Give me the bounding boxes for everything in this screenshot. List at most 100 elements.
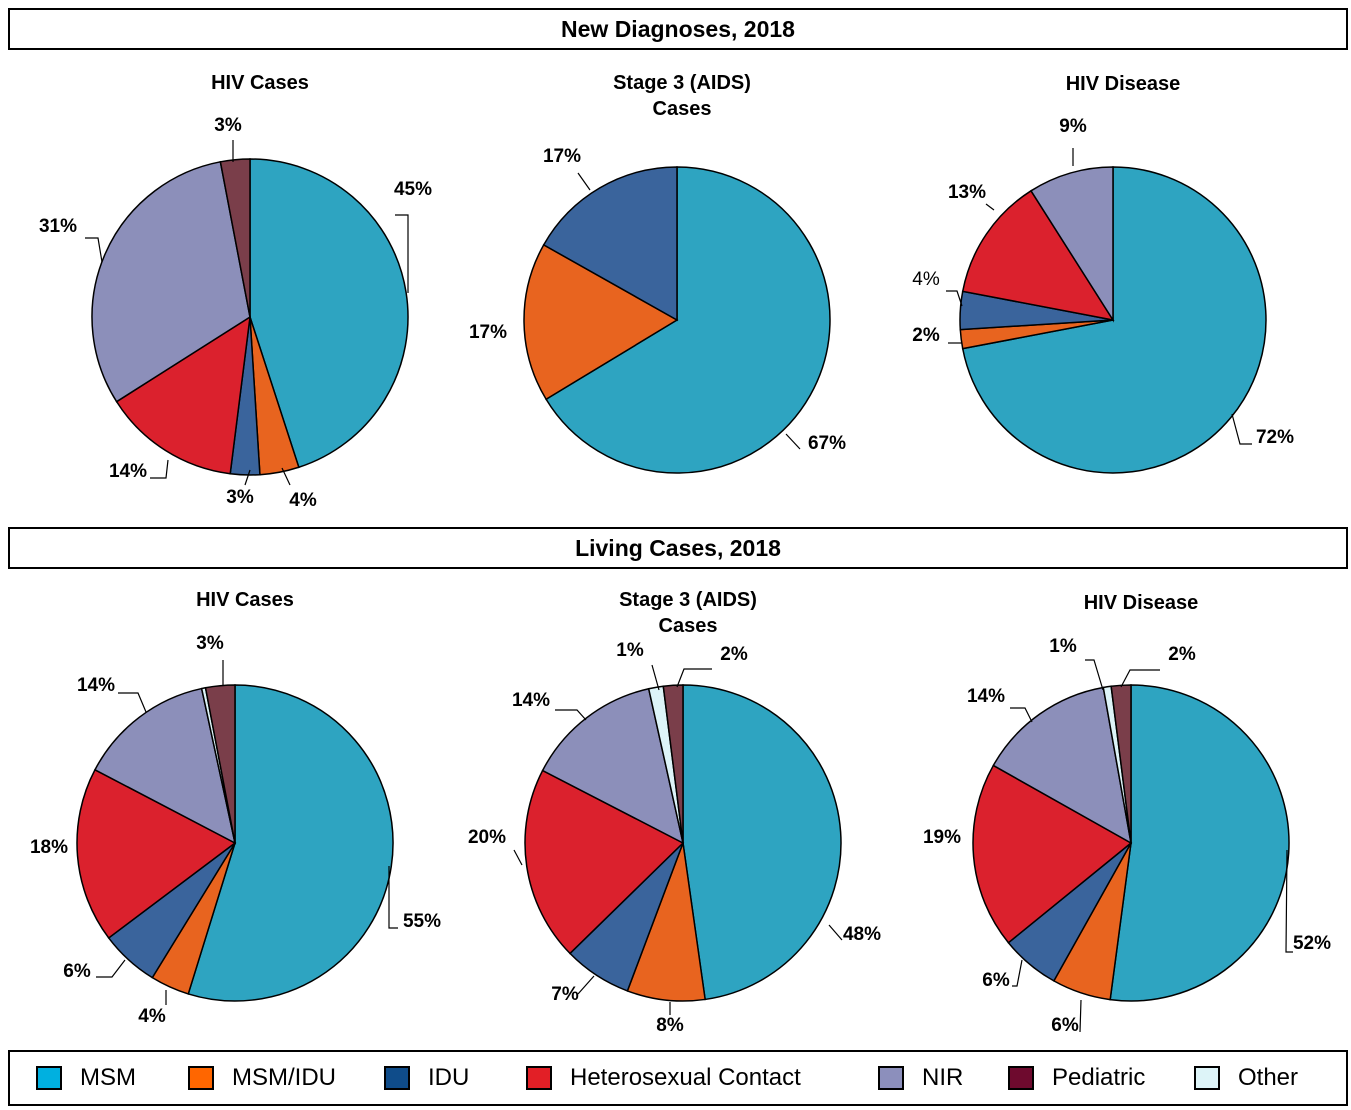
pie-slice-nir <box>992 686 1133 845</box>
pie-chart-5: Stage 3 (AIDS) Cases 48% 8% 7% 20% 14% 1% 2% <box>468 589 881 1036</box>
slice-label: 8% <box>656 1015 684 1036</box>
pie-slice-msm <box>682 684 842 1001</box>
legend-item-nir: NIR <box>878 1052 963 1104</box>
legend-swatch <box>526 1066 552 1090</box>
slice-label: 6% <box>1051 1015 1079 1036</box>
pie-title: Cases <box>659 615 718 637</box>
legend-swatch <box>188 1066 214 1090</box>
leader-line <box>395 214 409 293</box>
leader-line <box>785 433 801 450</box>
slice-label: 3% <box>196 633 224 654</box>
pie-chart-6: HIV Disease 52% 6% 6% 19% 14% 1% 2% <box>923 592 1331 1036</box>
slice-label: 72% <box>1256 427 1294 448</box>
pie-slice-pediatric <box>204 684 236 844</box>
leader-line <box>244 469 251 486</box>
legend-label: IDU <box>428 1064 470 1091</box>
leader-line <box>1085 659 1104 691</box>
pie-slice-heterosexual-contact <box>76 768 237 939</box>
legend-swatch <box>1008 1066 1034 1090</box>
leader-line <box>577 172 591 191</box>
slice-label: 3% <box>226 487 254 508</box>
slice-label: 2% <box>720 644 748 665</box>
slice-label: 2% <box>1168 644 1196 665</box>
slice-label: 2% <box>912 325 940 346</box>
slice-label: 14% <box>109 461 147 482</box>
slice-label: 3% <box>214 115 242 136</box>
pie-title: HIV Disease <box>1066 73 1181 95</box>
slice-label: 31% <box>39 216 77 237</box>
slice-label: 14% <box>512 690 550 711</box>
pie-slice-pediatric <box>1110 684 1132 844</box>
slice-label: 67% <box>808 433 846 454</box>
leader-line <box>1012 959 1023 987</box>
pie-slice-msm <box>545 166 831 474</box>
leader-line <box>388 866 398 929</box>
leader-line <box>946 290 963 307</box>
slice-label: 7% <box>551 984 579 1005</box>
slice-label: 17% <box>469 322 507 343</box>
slice-label: 48% <box>843 924 881 945</box>
slice-label: 9% <box>1059 116 1087 137</box>
pie-slice-msm <box>249 158 409 469</box>
pie-title: Cases <box>653 98 712 120</box>
leader-line <box>1079 999 1082 1033</box>
legend-swatch <box>1194 1066 1220 1090</box>
leader-line <box>85 237 103 263</box>
leader-line <box>513 849 523 866</box>
legend-item-heterosexual-contact: Heterosexual Contact <box>526 1052 801 1104</box>
legend-swatch <box>36 1066 62 1090</box>
slice-label: 52% <box>1293 933 1331 954</box>
pie-slice-idu <box>542 166 678 322</box>
legend-label: MSM/IDU <box>232 1064 336 1091</box>
slice-label: 14% <box>967 686 1005 707</box>
pie-slice-msm-idu <box>523 243 679 401</box>
slice-label: 55% <box>403 911 441 932</box>
pie-chart-1: HIV Cases 45% 4% 3% 14% 31% 3% <box>39 72 432 511</box>
slice-label: 17% <box>543 146 581 167</box>
living-cases-title: Living Cases, 2018 <box>575 534 781 561</box>
pie-slice-heterosexual-contact <box>524 769 685 955</box>
leader-line <box>577 975 595 995</box>
legend-label: NIR <box>922 1064 964 1091</box>
pie-chart-3: HIV Disease 72% 2% 4% 13% 9% <box>912 73 1294 474</box>
slice-label: 45% <box>394 179 432 200</box>
pie-title: Stage 3 (AIDS) <box>613 72 751 94</box>
legend-label: Heterosexual Contact <box>570 1064 801 1091</box>
leader-line <box>150 459 169 479</box>
leader-line <box>1285 849 1293 953</box>
legend: MSM MSM/IDU IDU Heterosexual Contact NIR Pedi… <box>8 1050 1348 1106</box>
leader-line <box>118 692 147 713</box>
slice-label: 14% <box>77 675 115 696</box>
pie-title: Stage 3 (AIDS) <box>619 589 757 611</box>
pie-slice-nir <box>1029 166 1114 323</box>
slice-label: 4% <box>138 1006 166 1027</box>
pie-slice-msm <box>1109 684 1290 1002</box>
pie-slice-heterosexual-contact <box>115 315 251 475</box>
legend-label: Pediatric <box>1052 1064 1146 1091</box>
legend-item-msm-idu: MSM/IDU <box>188 1052 336 1104</box>
living-cases-header: Living Cases, 2018 <box>8 527 1348 569</box>
leader-line <box>676 668 712 688</box>
pie-slice-msm <box>187 684 394 1002</box>
slice-label: 4% <box>289 490 317 511</box>
legend-swatch <box>878 1066 904 1090</box>
pie-chart-2: Stage 3 (AIDS) Cases 67% 17% 17% <box>469 72 846 474</box>
pie-slice-nir <box>541 687 685 845</box>
leader-line <box>985 203 995 211</box>
pie-title: HIV Disease <box>1084 592 1199 614</box>
slice-label: 6% <box>982 970 1010 991</box>
legend-label: MSM <box>80 1064 136 1091</box>
slice-label: 20% <box>468 827 506 848</box>
slice-label: 4% <box>912 269 940 290</box>
legend-item-idu: IDU <box>384 1052 469 1104</box>
slice-label: 19% <box>923 827 961 848</box>
pie-chart-4: HIV Cases 55% 4% 6% 18% 14% 3% <box>30 589 441 1027</box>
leader-line <box>1120 669 1160 688</box>
pie-title: HIV Cases <box>211 72 309 94</box>
legend-item-pediatric: Pediatric <box>1008 1052 1145 1104</box>
slice-label: 1% <box>616 640 644 661</box>
pie-slice-nir <box>91 160 251 403</box>
pie-title: HIV Cases <box>196 589 294 611</box>
slice-label: 13% <box>948 182 986 203</box>
